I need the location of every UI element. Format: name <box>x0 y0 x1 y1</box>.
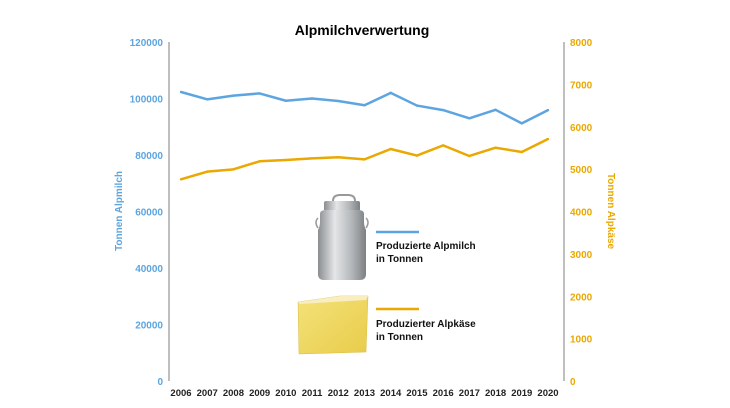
x-tick-label: 2018 <box>485 388 506 399</box>
x-tick-label: 2020 <box>537 388 558 399</box>
left-tick-label: 100000 <box>130 95 164 106</box>
data-point <box>520 122 523 125</box>
right-tick-label: 3000 <box>570 250 593 261</box>
data-point <box>415 104 419 107</box>
data-point <box>546 137 550 141</box>
data-point <box>363 104 366 107</box>
data-point <box>258 92 261 95</box>
right-tick-label: 2000 <box>570 292 593 303</box>
x-tick-label: 2010 <box>275 388 296 399</box>
data-point <box>441 144 445 147</box>
data-point <box>310 157 314 160</box>
left-tick-label: 40000 <box>135 264 163 275</box>
series-line-0 <box>180 90 549 125</box>
data-point <box>468 117 471 120</box>
right-tick-label: 6000 <box>570 123 593 134</box>
data-point <box>468 154 471 158</box>
x-tick-label: 2015 <box>406 388 428 399</box>
data-point <box>337 156 340 159</box>
milk-can-image <box>315 194 369 280</box>
x-tick-label: 2008 <box>223 388 244 399</box>
data-point <box>337 99 340 103</box>
legend-label-milk: Produzierte Alpmilch <box>376 241 476 252</box>
x-tick-label: 2019 <box>511 388 532 399</box>
left-tick-label: 0 <box>157 377 163 388</box>
legend-label-cheese-2: in Tonnen <box>376 332 423 343</box>
data-point <box>284 158 288 162</box>
right-tick-label: 5000 <box>570 165 593 176</box>
data-point <box>494 146 497 149</box>
right-tick-label: 1000 <box>570 335 593 346</box>
x-tick-label: 2014 <box>380 388 402 399</box>
chart-title: Alpmilchverwertung <box>295 22 430 38</box>
legend-label-cheese: Produzierter Alpkäse <box>376 319 476 330</box>
data-point <box>415 154 419 157</box>
cheese-image <box>297 295 369 355</box>
left-axis-title: Tonnen Alpmilch <box>114 171 125 251</box>
x-tick-label: 2017 <box>459 388 480 399</box>
data-point <box>232 94 235 97</box>
left-tick-label: 20000 <box>135 321 163 332</box>
data-point <box>546 108 550 112</box>
legend: Produzierte Alpmilch in Tonnen Produzier… <box>376 230 476 343</box>
x-tick-label: 2009 <box>249 388 270 399</box>
x-tick-label: 2011 <box>302 388 323 399</box>
data-point <box>389 91 392 95</box>
right-axis-title: Tonnen Alpkäse <box>605 173 616 250</box>
legend-label-milk-2: in Tonnen <box>376 254 423 265</box>
x-tick-label: 2007 <box>197 388 218 399</box>
data-point <box>363 158 366 161</box>
x-tick-label: 2016 <box>433 388 454 399</box>
data-point <box>494 108 497 112</box>
right-tick-label: 4000 <box>570 208 593 219</box>
data-point <box>258 160 261 163</box>
data-point <box>310 97 314 100</box>
left-tick-label: 60000 <box>135 208 163 219</box>
x-tick-label: 2013 <box>354 388 375 399</box>
data-point <box>520 150 523 154</box>
data-point <box>284 99 288 102</box>
data-point <box>179 90 183 94</box>
right-tick-label: 0 <box>570 377 576 388</box>
left-tick-label: 80000 <box>135 151 163 162</box>
data-point <box>206 98 209 101</box>
data-point <box>232 168 235 171</box>
data-point <box>179 178 183 181</box>
right-tick-label: 7000 <box>570 80 593 91</box>
data-point <box>441 108 445 112</box>
data-point <box>389 147 392 151</box>
data-point <box>206 170 209 173</box>
right-tick-label: 8000 <box>570 38 593 49</box>
x-tick-label: 2012 <box>328 388 349 399</box>
x-tick-label: 2006 <box>170 388 191 399</box>
left-tick-label: 120000 <box>130 38 164 49</box>
